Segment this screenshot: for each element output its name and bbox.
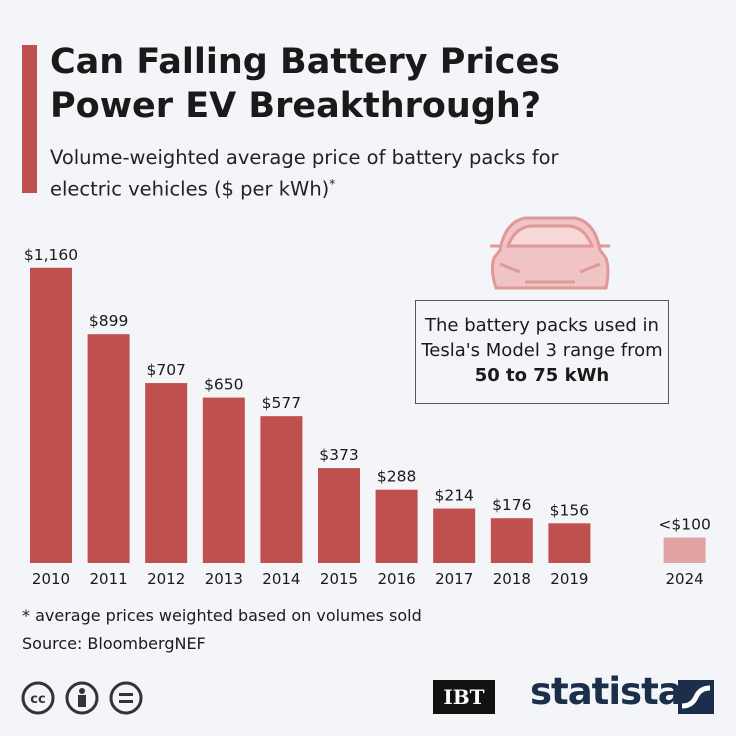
chart-subtitle: Volume-weighted average price of battery… [50,144,630,203]
ibt-logo: IBT [433,680,495,714]
value-label: $288 [377,468,416,486]
x-tick-label: 2010 [32,570,70,588]
statista-mark [678,680,714,714]
annotation-highlight: 50 to 75 kWh [474,365,610,386]
subtitle-note: * [329,177,336,191]
x-tick-label: 2012 [147,570,185,588]
bar [318,468,360,563]
annotation: The battery packs used in Tesla's Model … [415,300,669,404]
value-label: $373 [319,446,358,464]
bar [145,383,188,563]
bar [87,334,130,563]
x-tick-label: 2016 [378,570,416,588]
value-label: $650 [204,376,243,394]
x-tick-label: 2013 [205,570,243,588]
bar [260,416,303,563]
bar [490,518,533,563]
bar [30,267,72,563]
chart-title: Can Falling Battery Prices Power EV Brea… [50,42,561,126]
x-tick-label: 2015 [320,570,358,588]
bar [375,489,418,563]
value-label: $577 [262,394,301,412]
car-icon [490,216,610,290]
annotation-text: The battery packs used in Tesla's Model … [421,315,663,361]
source: Source: BloombergNEF [22,634,206,653]
accent-bar [22,45,37,193]
value-label: $1,160 [24,246,78,264]
bar [202,397,245,563]
value-label: $214 [434,487,473,505]
value-label: $899 [89,312,128,330]
svg-text:cc: cc [30,692,45,707]
bar [548,523,591,563]
x-tick-label: 2017 [435,570,473,588]
value-label: $156 [550,501,589,519]
x-tick-label: 2018 [493,570,531,588]
x-tick-label: 2014 [262,570,300,588]
x-tick-label: 2011 [90,570,128,588]
value-label: $707 [146,361,185,379]
bar [663,537,706,563]
footnote: * average prices weighted based on volum… [22,606,422,625]
value-label: <$100 [658,516,710,534]
statista-logo: statista [530,670,683,713]
x-tick-label: 2019 [550,570,588,588]
value-label: $176 [492,496,531,514]
x-tick-label: 2024 [666,570,704,588]
license-icons: cc [21,681,143,715]
subtitle-text: Volume-weighted average price of battery… [50,146,559,201]
bar [433,508,476,563]
